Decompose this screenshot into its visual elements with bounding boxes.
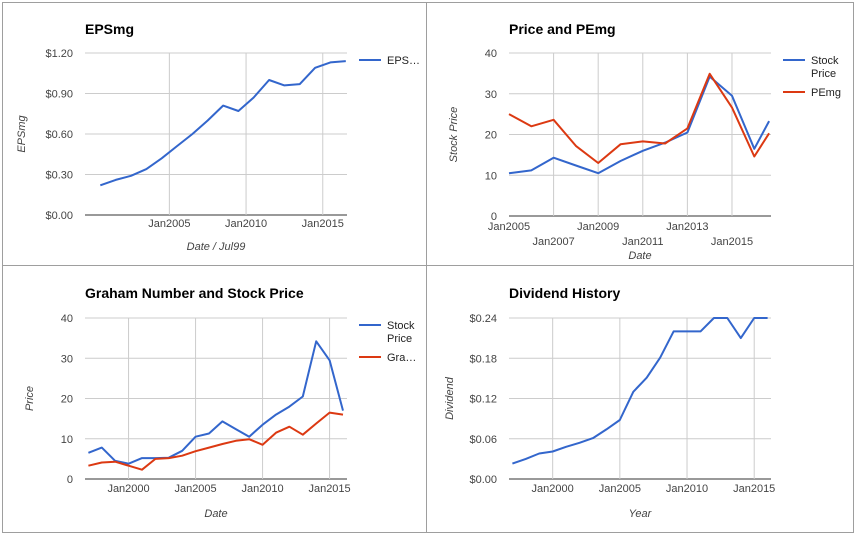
x-tick-label: Jan2010 xyxy=(666,483,708,495)
x-tick-label: Jan2000 xyxy=(532,483,574,495)
y-tick-label: 30 xyxy=(61,353,73,365)
y-axis-label: Stock Price xyxy=(448,107,460,163)
x-axis-label: Date xyxy=(628,250,651,262)
y-tick-label: $0.12 xyxy=(469,394,497,406)
series-line-1 xyxy=(508,72,770,164)
legend-label: EPS… xyxy=(387,55,420,67)
x-tick-label: Jan2005 xyxy=(148,218,190,230)
y-tick-label: 30 xyxy=(485,89,497,101)
x-tick-label: Jan2009 xyxy=(577,221,619,233)
y-tick-label: 40 xyxy=(485,48,497,60)
y-tick-label: 20 xyxy=(61,394,73,406)
series-line-0 xyxy=(508,75,770,175)
legend-label: PEmg xyxy=(811,87,841,99)
y-tick-label: 20 xyxy=(485,130,497,142)
legend-label: Stock Price xyxy=(387,320,415,345)
y-tick-label: 0 xyxy=(491,211,497,223)
chart-title: EPSmg xyxy=(85,21,134,37)
y-tick-label: $1.20 xyxy=(45,48,73,60)
legend-label: Stock Price xyxy=(811,55,839,80)
x-axis-label: Date xyxy=(204,508,227,520)
x-tick-label: Jan2015 xyxy=(302,218,344,230)
x-tick-label: Jan2015 xyxy=(711,236,753,248)
x-tick-label: Jan2013 xyxy=(666,221,708,233)
x-tick-label: Jan2005 xyxy=(488,221,530,233)
y-tick-label: $0.06 xyxy=(469,434,497,446)
y-tick-label: 0 xyxy=(67,474,73,486)
x-tick-label: Jan2011 xyxy=(622,236,663,248)
x-tick-label: Jan2007 xyxy=(532,236,574,248)
chart-title: Dividend History xyxy=(509,285,620,301)
series-line-0 xyxy=(88,340,344,465)
y-tick-label: 40 xyxy=(61,313,73,325)
series-line-0 xyxy=(99,60,346,187)
dividend-chart-panel: $0.00 $0.06 $0.12 $0.18 $0.24 Jan2000 Jan2005 J… xyxy=(426,265,854,533)
series-line-1 xyxy=(88,411,344,471)
y-tick-label: $0.18 xyxy=(469,353,497,365)
y-axis-label: Dividend xyxy=(444,376,456,420)
eps-chart-panel: $0.00 $0.30 $0.60 $0.90 $1.20 Jan2005 Jan2010 J… xyxy=(2,2,428,267)
y-tick-label: $0.60 xyxy=(45,129,73,141)
graham-chart-panel: 0 10 20 30 40 Jan2000 Jan2005 Jan2010 Jan2015 Gra… xyxy=(2,265,428,533)
price-pe-chart-panel: 0 10 20 30 40 Jan2005 Jan2009 Jan2013 Jan2007 Jan… xyxy=(426,2,854,267)
y-tick-label: $0.24 xyxy=(469,313,497,325)
x-axis-label: Date / Jul99 xyxy=(187,241,246,253)
y-tick-label: 10 xyxy=(61,434,73,446)
chart-title: Graham Number and Stock Price xyxy=(85,285,304,301)
x-tick-label: Jan2000 xyxy=(107,483,149,495)
y-tick-label: $0.00 xyxy=(45,210,73,222)
y-tick-label: $0.30 xyxy=(45,170,73,182)
x-tick-label: Jan2010 xyxy=(225,218,267,230)
y-tick-label: $0.90 xyxy=(45,89,73,101)
y-axis-label: EPSmg xyxy=(16,114,28,152)
dividend-chart: $0.00 $0.06 $0.12 $0.18 $0.24 Jan2000 Jan2005 J… xyxy=(444,285,775,520)
x-axis-label: Year xyxy=(629,508,653,520)
y-tick-label: 10 xyxy=(485,170,497,182)
series-line-0 xyxy=(512,317,768,465)
legend-label: Gra… xyxy=(387,352,416,364)
y-tick-label: $0.00 xyxy=(469,474,497,486)
graham-chart: 0 10 20 30 40 Jan2000 Jan2005 Jan2010 Jan2015 Gra… xyxy=(24,285,416,520)
y-axis-label: Price xyxy=(24,386,36,411)
x-tick-label: Jan2015 xyxy=(733,483,775,495)
x-tick-label: Jan2015 xyxy=(308,483,350,495)
x-tick-label: Jan2010 xyxy=(241,483,283,495)
chart-title: Price and PEmg xyxy=(509,21,616,37)
x-tick-label: Jan2005 xyxy=(599,483,641,495)
x-tick-label: Jan2005 xyxy=(174,483,216,495)
eps-chart: $0.00 $0.30 $0.60 $0.90 $1.20 Jan2005 Jan2010 J… xyxy=(16,21,420,253)
price-pe-chart: 0 10 20 30 40 Jan2005 Jan2009 Jan2013 Jan2007 Jan… xyxy=(448,21,841,262)
